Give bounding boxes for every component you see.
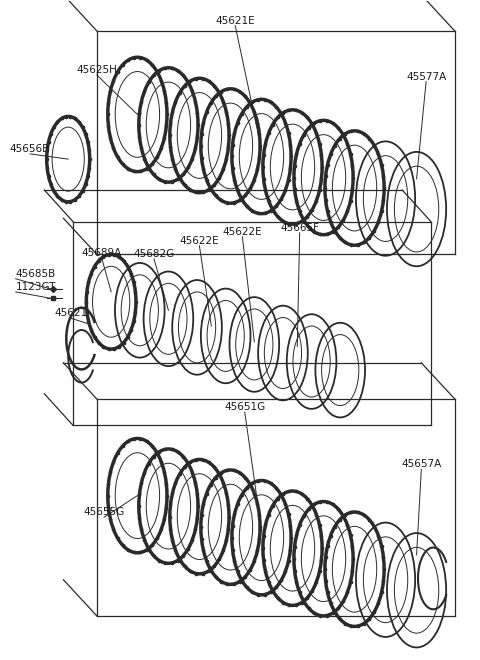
Text: 45622E: 45622E — [180, 236, 219, 246]
Text: 45665F: 45665F — [280, 222, 319, 233]
Text: 45621E: 45621E — [216, 16, 255, 26]
Text: 45577A: 45577A — [406, 71, 446, 82]
Text: 45682G: 45682G — [133, 249, 175, 259]
Text: 45655G: 45655G — [84, 508, 125, 517]
Text: 45622E: 45622E — [223, 226, 262, 237]
Text: 45685B: 45685B — [16, 269, 56, 279]
Text: 45689A: 45689A — [82, 248, 122, 257]
Text: 45651G: 45651G — [224, 402, 265, 412]
Text: 1123GT: 1123GT — [16, 282, 56, 292]
Text: 45625H: 45625H — [76, 65, 117, 75]
Text: 45657A: 45657A — [401, 459, 442, 469]
Text: 45621: 45621 — [54, 308, 87, 318]
Text: 45656B: 45656B — [10, 144, 50, 154]
